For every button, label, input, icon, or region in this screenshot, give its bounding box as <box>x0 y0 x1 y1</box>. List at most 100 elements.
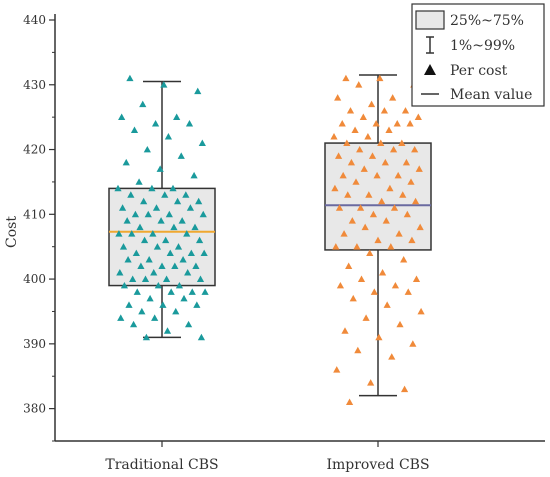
data-point <box>190 171 198 179</box>
data-point <box>140 197 148 205</box>
data-point <box>359 113 367 121</box>
data-point <box>404 288 412 295</box>
y-tick-label: 400 <box>23 272 46 286</box>
data-point <box>195 197 203 205</box>
data-point <box>151 120 160 127</box>
y-tick-label: 420 <box>23 143 46 157</box>
data-point <box>388 353 396 360</box>
data-point <box>330 132 338 140</box>
data-point <box>126 74 134 82</box>
data-point <box>160 81 168 88</box>
data-point <box>353 243 361 250</box>
data-point <box>346 107 355 114</box>
data-point <box>143 145 151 153</box>
data-point <box>411 145 419 153</box>
data-point <box>409 340 417 347</box>
data-point <box>183 230 191 237</box>
data-point <box>411 197 420 205</box>
data-point <box>184 320 193 328</box>
data-point <box>382 217 390 224</box>
data-point <box>116 269 124 276</box>
data-point <box>369 210 378 218</box>
x-axis <box>55 440 545 447</box>
x-tick-label: Improved CBS <box>326 457 429 473</box>
data-point <box>151 314 159 321</box>
data-point <box>127 191 135 198</box>
data-point <box>375 333 383 341</box>
data-point <box>196 275 205 282</box>
data-point <box>186 204 195 211</box>
data-point <box>385 126 393 133</box>
data-point <box>393 120 401 127</box>
data-point <box>349 294 357 302</box>
data-point <box>415 165 423 172</box>
data-point <box>115 230 123 237</box>
data-point <box>339 171 347 179</box>
data-point <box>150 269 158 276</box>
data-point <box>153 243 162 250</box>
data-point <box>180 294 188 302</box>
iqr-box <box>324 142 432 251</box>
data-point <box>133 288 141 295</box>
points-layer <box>114 74 425 406</box>
data-point <box>343 139 351 146</box>
data-point <box>361 223 369 231</box>
data-point <box>162 236 170 244</box>
data-point <box>342 74 350 82</box>
box-2 <box>324 74 432 397</box>
data-point <box>402 158 411 166</box>
data-point <box>356 204 365 211</box>
data-point <box>360 165 368 172</box>
data-point <box>125 301 133 308</box>
data-point <box>354 346 362 354</box>
data-point <box>378 197 386 205</box>
data-point <box>170 223 178 231</box>
data-point <box>117 314 125 321</box>
data-point <box>119 243 128 250</box>
data-point <box>161 191 169 198</box>
data-point <box>374 236 382 244</box>
data-point <box>131 210 140 218</box>
data-point <box>399 191 407 198</box>
data-point <box>140 236 149 244</box>
data-point <box>394 171 402 179</box>
data-point <box>408 236 416 244</box>
y-tick-label: 430 <box>23 78 46 92</box>
data-point <box>345 398 354 406</box>
category-labels: Traditional CBS Improved CBS <box>105 457 429 473</box>
data-point <box>357 275 366 282</box>
data-point <box>118 204 127 211</box>
data-point <box>370 288 378 295</box>
data-point <box>352 178 360 185</box>
data-point <box>158 262 166 270</box>
data-point <box>364 132 372 140</box>
data-point <box>129 320 138 328</box>
y-tick-label: 380 <box>23 402 46 416</box>
data-point <box>195 236 204 244</box>
x-tick-label: Traditional CBS <box>105 457 218 473</box>
data-point <box>166 249 174 257</box>
data-point <box>345 262 353 270</box>
data-point <box>344 191 352 198</box>
data-point <box>174 243 183 250</box>
data-point <box>200 249 208 257</box>
data-point <box>334 94 342 101</box>
data-point <box>372 120 380 127</box>
data-point <box>175 281 184 289</box>
legend-triangle-symbol <box>424 64 436 75</box>
data-point <box>199 210 207 218</box>
legend-box-symbol <box>415 10 445 30</box>
data-point <box>184 269 192 276</box>
legend-entry-label: 1%~99% <box>450 38 515 54</box>
y-tick-label: 410 <box>23 207 46 221</box>
data-point <box>417 307 425 315</box>
data-point <box>149 230 157 237</box>
data-point <box>395 230 403 237</box>
data-point <box>172 307 180 315</box>
data-point <box>400 385 409 393</box>
data-point <box>407 178 415 185</box>
data-point <box>381 158 389 166</box>
data-point <box>367 379 375 386</box>
data-point <box>348 217 356 224</box>
